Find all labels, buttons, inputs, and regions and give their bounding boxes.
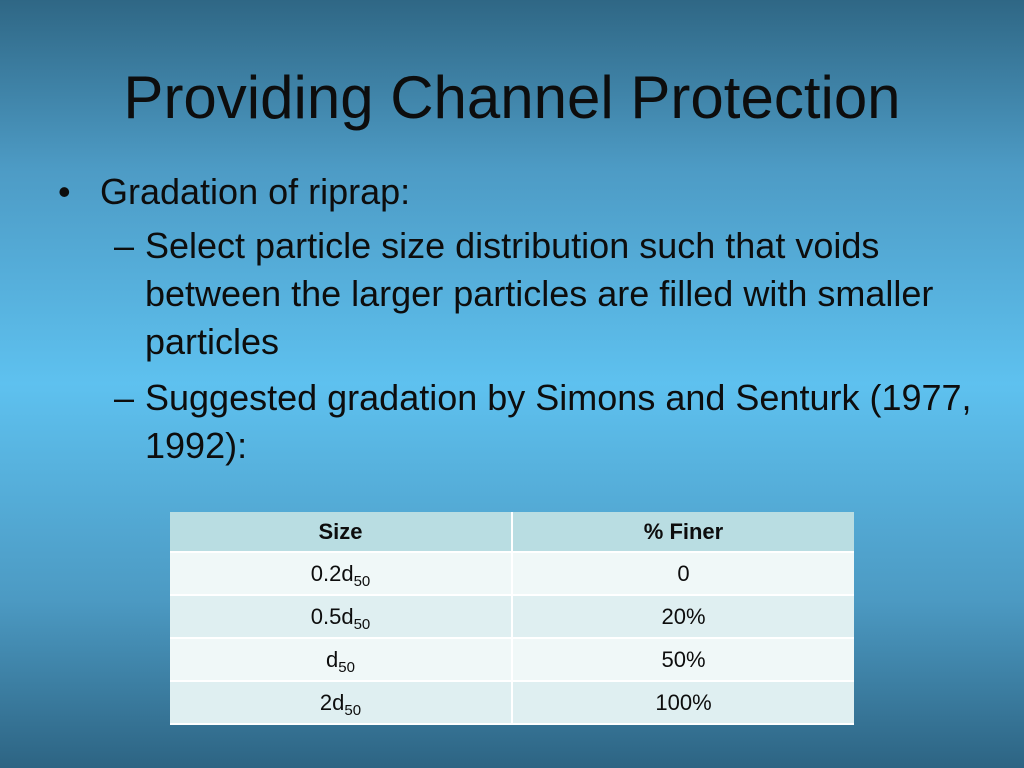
dash-marker: – bbox=[114, 377, 135, 418]
finer-cell: 50% bbox=[512, 638, 854, 682]
bullet-text: Gradation of riprap: bbox=[100, 171, 411, 212]
table-header-row: Size % Finer bbox=[170, 512, 854, 553]
bullet-gradation: • Gradation of riprap: bbox=[58, 168, 988, 216]
size-subscript: 50 bbox=[353, 615, 371, 633]
header-size: Size bbox=[170, 512, 513, 553]
table-row: 0.2d50 0 bbox=[170, 552, 854, 596]
sub-bullet-text: Suggested gradation by Simons and Sentur… bbox=[145, 377, 972, 466]
bullet-marker: • bbox=[58, 171, 71, 212]
bullet-list: • Gradation of riprap: – Select particle… bbox=[58, 168, 988, 478]
table-row: 2d50 100% bbox=[170, 681, 854, 725]
sub-bullet-list: – Select particle size distribution such… bbox=[114, 222, 988, 470]
table-row: d50 50% bbox=[170, 638, 854, 682]
sub-bullet-suggested-gradation: – Suggested gradation by Simons and Sent… bbox=[114, 374, 988, 470]
header-percent-finer: % Finer bbox=[512, 512, 854, 553]
size-value: 0.5d bbox=[310, 603, 354, 629]
size-value: 0.2d bbox=[310, 560, 354, 586]
sub-bullet-particle-size: – Select particle size distribution such… bbox=[114, 222, 988, 366]
size-cell: 0.5d50 bbox=[170, 595, 513, 639]
finer-cell: 100% bbox=[512, 681, 854, 725]
size-subscript: 50 bbox=[353, 572, 371, 590]
table-row: 0.5d50 20% bbox=[170, 595, 854, 639]
size-value: d bbox=[326, 646, 339, 672]
size-subscript: 50 bbox=[338, 658, 355, 676]
size-cell: 2d50 bbox=[170, 681, 513, 725]
finer-cell: 20% bbox=[512, 595, 854, 639]
size-value: 2d bbox=[319, 689, 345, 715]
size-subscript: 50 bbox=[344, 701, 362, 719]
size-cell: 0.2d50 bbox=[170, 552, 513, 596]
dash-marker: – bbox=[114, 225, 135, 266]
gradation-table: Size % Finer 0.2d50 0 0.5d50 20% d50 50%… bbox=[170, 512, 854, 725]
sub-bullet-text: Select particle size distribution such t… bbox=[145, 225, 934, 362]
slide-title: Providing Channel Protection bbox=[123, 64, 901, 131]
size-cell: d50 bbox=[170, 638, 513, 682]
finer-cell: 0 bbox=[512, 552, 854, 596]
